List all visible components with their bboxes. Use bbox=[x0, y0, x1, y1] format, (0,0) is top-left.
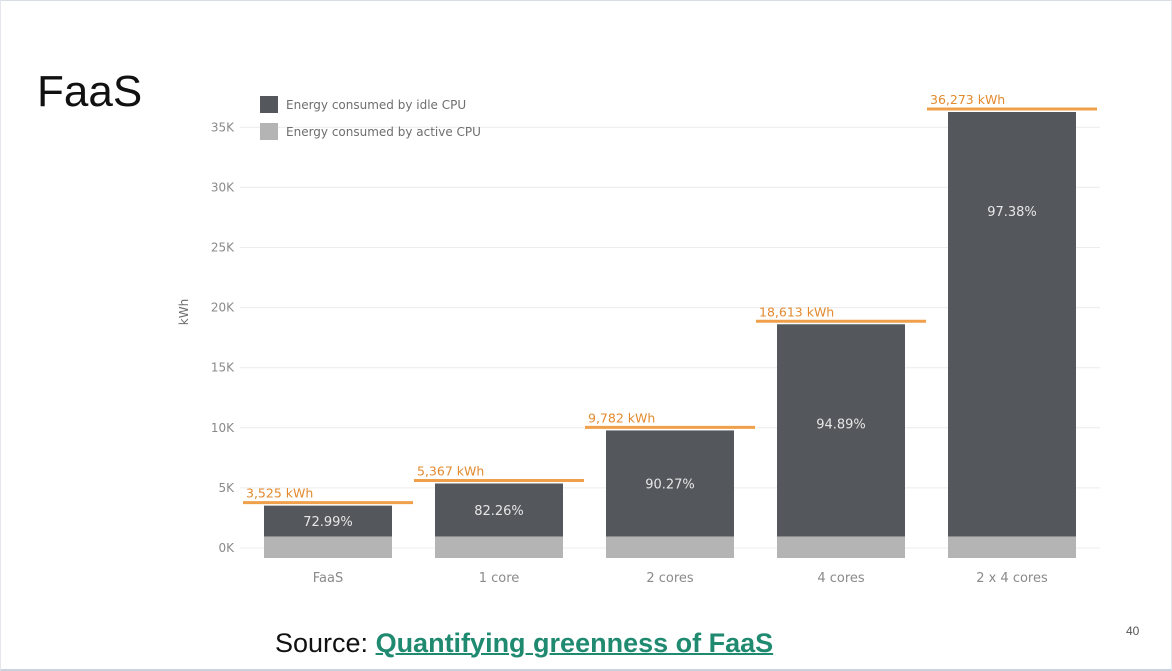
total-label-4: 36,273 kWh bbox=[930, 92, 1005, 107]
legend-swatch-0 bbox=[260, 96, 278, 113]
y-tick-label: 30K bbox=[211, 180, 235, 194]
y-tick-label: 5K bbox=[218, 481, 235, 495]
category-label-0: FaaS bbox=[313, 571, 343, 586]
category-label-4: 2 x 4 cores bbox=[976, 571, 1048, 586]
chart-bars bbox=[243, 107, 1097, 558]
y-tick-label: 25K bbox=[211, 241, 235, 255]
percent-label-3: 94.89% bbox=[816, 417, 866, 432]
percent-label-1: 82.26% bbox=[474, 504, 524, 519]
source-link[interactable]: Quantifying greenness of FaaS bbox=[375, 628, 774, 658]
total-label-1: 5,367 kWh bbox=[417, 463, 484, 478]
total-label-3: 18,613 kWh bbox=[759, 304, 834, 319]
total-label-2: 9,782 kWh bbox=[588, 410, 655, 425]
bar-idle-3 bbox=[777, 324, 905, 537]
source-citation: Source: Quantifying greenness of FaaS bbox=[275, 628, 773, 659]
slide-title: FaaS bbox=[37, 67, 143, 116]
percent-label-0: 72.99% bbox=[303, 515, 353, 530]
bar-active-3 bbox=[777, 536, 905, 558]
bar-active-1 bbox=[435, 536, 563, 558]
bar-active-2 bbox=[606, 536, 734, 558]
energy-bar-chart: 0K 5K 10K 15K 20K 25K 30K 35K kWh 3,525 kWh 72.99… bbox=[177, 92, 1100, 586]
category-label-2: 2 cores bbox=[646, 571, 694, 586]
chart-legend: Energy consumed by idle CPU Energy consum… bbox=[260, 96, 481, 140]
page-number: 40 bbox=[1126, 624, 1140, 638]
chart-labels: 3,525 kWh 72.99% FaaS 5,367 kWh 82.26% 1 core… bbox=[246, 92, 1048, 586]
y-axis-title: kWh bbox=[177, 299, 191, 325]
bar-active-4 bbox=[948, 536, 1076, 558]
bar-idle-0 bbox=[264, 505, 392, 537]
bar-idle-4 bbox=[948, 112, 1076, 537]
legend-label-1: Energy consumed by active CPU bbox=[286, 125, 481, 139]
y-tick-label: 15K bbox=[211, 361, 235, 375]
y-tick-label: 10K bbox=[211, 421, 235, 435]
percent-label-2: 90.27% bbox=[645, 477, 695, 492]
legend-swatch-1 bbox=[260, 123, 278, 140]
y-tick-label: 35K bbox=[211, 120, 235, 134]
bar-idle-2 bbox=[606, 430, 734, 537]
y-tick-label: 0K bbox=[218, 541, 235, 555]
bar-active-0 bbox=[264, 536, 392, 558]
source-prefix: Source: bbox=[275, 628, 376, 658]
legend-label-0: Energy consumed by idle CPU bbox=[286, 98, 466, 112]
total-label-0: 3,525 kWh bbox=[246, 486, 313, 501]
chart-axes: 0K 5K 10K 15K 20K 25K 30K 35K kWh bbox=[177, 120, 235, 555]
y-tick-label: 20K bbox=[211, 301, 235, 315]
percent-label-4: 97.38% bbox=[987, 205, 1037, 220]
bar-idle-1 bbox=[435, 483, 563, 537]
category-label-1: 1 core bbox=[479, 571, 520, 586]
category-label-3: 4 cores bbox=[817, 571, 865, 586]
